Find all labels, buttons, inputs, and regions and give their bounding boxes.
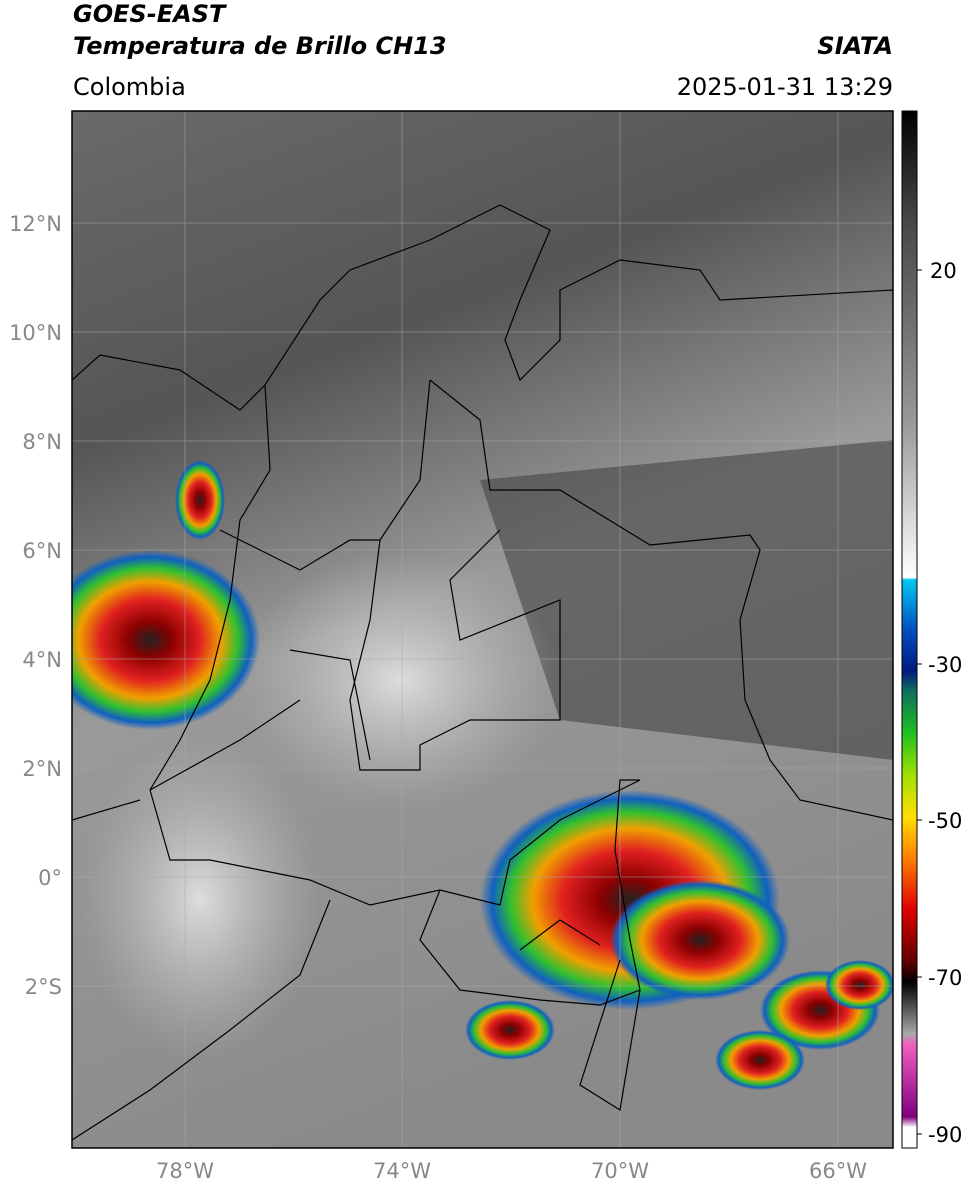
- colorbar: [901, 110, 918, 1149]
- lon-tick: 66°W: [809, 1159, 867, 1183]
- lat-tick: 2°N: [22, 757, 62, 781]
- title: GOES-EAST: [73, 0, 227, 28]
- subtitle: Temperatura de Brillo CH13: [73, 32, 447, 60]
- region: Colombia: [73, 73, 186, 101]
- map-frame: [71, 110, 894, 1149]
- colorbar-tick: 20: [930, 259, 957, 283]
- lon-ticks: 78°W 74°W 70°W 66°W: [156, 1159, 867, 1183]
- lat-tick: 0°: [38, 866, 62, 890]
- source: SIATA: [817, 32, 893, 60]
- lat-tick: 12°N: [9, 212, 62, 236]
- lat-tick: 10°N: [9, 321, 62, 345]
- lat-tick: 2°S: [25, 975, 62, 999]
- colorbar-tick: -90: [928, 1123, 962, 1147]
- lat-ticks: 12°N 10°N 8°N 6°N 4°N 2°N 0° 2°S: [9, 212, 62, 999]
- satellite-image: [72, 111, 893, 1148]
- lat-tick: 8°N: [22, 430, 62, 454]
- colorbar-tick: -50: [928, 809, 962, 833]
- timestamp: 2025-01-31 13:29: [677, 73, 893, 101]
- colorbar-tick: -70: [928, 966, 962, 990]
- lon-tick: 78°W: [156, 1159, 214, 1183]
- lat-tick: 4°N: [22, 648, 62, 672]
- colorbar-tick: -30: [928, 653, 962, 677]
- lon-tick: 70°W: [591, 1159, 649, 1183]
- lon-tick: 74°W: [373, 1159, 431, 1183]
- colorbar-tick-marks: [917, 269, 922, 1135]
- lat-tick: 6°N: [22, 539, 62, 563]
